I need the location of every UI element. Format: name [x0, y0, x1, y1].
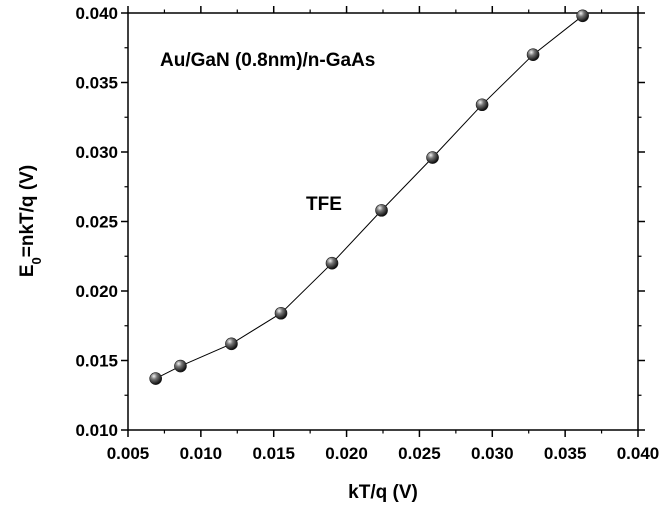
data-point — [225, 337, 238, 351]
x-tick-label: 0.020 — [325, 444, 368, 463]
x-axis-tick-labels: 0.005 0.010 0.015 0.020 0.025 0.030 0.035 0.040 — [107, 444, 660, 463]
x-tick-label: 0.025 — [398, 444, 441, 463]
y-axis-tick-labels: 0.010 0.015 0.020 0.025 0.030 0.035 0.040 — [75, 4, 118, 440]
data-point — [375, 204, 388, 217]
data-point — [475, 98, 489, 112]
y-axis-title-rest: =nkT/q (V) — [17, 165, 38, 257]
y-axis-title: E0=nkT/q (V) — [17, 165, 44, 277]
sample-annotation: Au/GaN (0.8nm)/n-GaAs — [160, 50, 375, 71]
plot-frame — [127, 12, 639, 431]
x-axis-ticks — [127, 6, 639, 437]
x-tick-label: 0.005 — [107, 444, 150, 463]
data-point — [174, 359, 187, 373]
x-tick-label: 0.010 — [180, 444, 223, 463]
y-tick-label: 0.015 — [75, 352, 118, 371]
mechanism-annotation: TFE — [306, 194, 342, 215]
data-point — [149, 372, 162, 385]
data-point — [325, 256, 339, 270]
y-tick-label: 0.020 — [75, 282, 118, 301]
y-tick-label: 0.030 — [75, 143, 118, 162]
x-tick-label: 0.030 — [471, 444, 514, 463]
y-axis-title-main: E — [17, 264, 38, 277]
y-tick-label: 0.035 — [75, 74, 118, 93]
y-tick-label: 0.010 — [75, 421, 118, 440]
x-tick-label: 0.035 — [544, 444, 587, 463]
y-tick-label: 0.025 — [75, 213, 118, 232]
x-tick-label: 0.040 — [617, 444, 660, 463]
x-axis-title: kT/q (V) — [348, 482, 418, 503]
y-tick-label: 0.040 — [75, 4, 118, 23]
y-axis-ticks — [121, 12, 645, 431]
x-tick-label: 0.015 — [252, 444, 295, 463]
data-point — [274, 306, 288, 320]
y-axis-title-subscript: 0 — [29, 257, 44, 264]
data-point — [576, 9, 589, 23]
data-point — [426, 151, 439, 164]
series-line — [155, 15, 583, 380]
data-point — [526, 48, 540, 62]
data-points — [149, 9, 589, 385]
